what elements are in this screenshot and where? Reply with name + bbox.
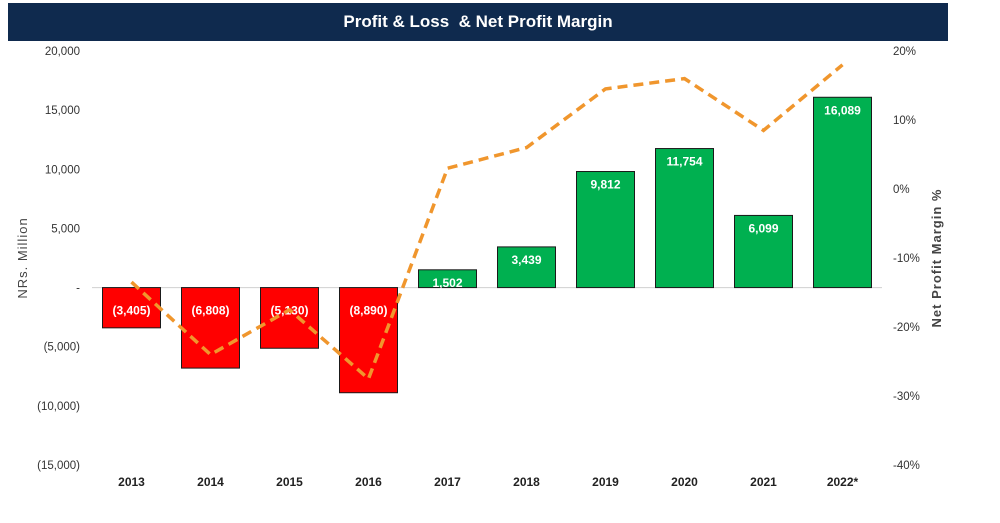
right-tick-label: -20% (893, 322, 920, 334)
category-label: 2016 (355, 475, 382, 489)
bar (734, 214, 793, 289)
bar-data-label: 6,099 (748, 221, 778, 235)
bar (102, 287, 161, 329)
bar (576, 171, 635, 289)
left-tick-label: 15,000 (45, 105, 80, 117)
left-axis-title: NRs. Million (15, 217, 30, 298)
bar (497, 246, 556, 289)
right-tick-label: -10% (893, 253, 920, 265)
category-label: 2021 (750, 475, 777, 489)
category-label: 2017 (434, 475, 461, 489)
bar-data-label: (3,405) (112, 304, 150, 318)
category-labels: 2013 2014 2015 2016 2017 2018 2019 2020 2021 2022… (118, 475, 858, 489)
bar-data-label: 3,439 (511, 253, 541, 267)
chart-title-bar: Profit & Loss & Net Profit Margin (8, 3, 948, 41)
category-label: 2022* (827, 475, 859, 489)
category-label: 2013 (118, 475, 145, 489)
bar-data-label: 11,754 (666, 155, 702, 169)
bar (655, 148, 714, 289)
right-tick-label: -40% (893, 460, 920, 472)
left-tick-label: 20,000 (45, 46, 80, 58)
left-tick-label: (15,000) (37, 460, 80, 472)
net-profit-margin-line (130, 63, 844, 382)
left-tick-label: 5,000 (51, 223, 80, 235)
bar (260, 287, 319, 349)
category-label: 2018 (513, 475, 540, 489)
bar-data-label: 9,812 (590, 178, 620, 192)
bar-series (102, 96, 872, 394)
left-tick-label: (5,000) (44, 342, 81, 354)
right-axis-title: Net Profit Margin % (929, 189, 944, 328)
bar-data-label: 16,089 (824, 103, 861, 117)
right-axis-ticks: 20% 10% 0% -10% -20% -30% -40% (893, 46, 920, 472)
chart-title: Profit & Loss & Net Profit Margin (343, 12, 613, 31)
category-label: 2015 (276, 475, 303, 489)
right-tick-label: 10% (893, 115, 916, 127)
right-tick-label: -30% (893, 391, 920, 403)
bar-data-label: (8,890) (349, 304, 387, 318)
category-label: 2020 (671, 475, 698, 489)
left-tick-label: (10,000) (37, 401, 80, 413)
left-axis-ticks: 20,000 15,000 10,000 5,000 - (5,000) (10,000) (… (37, 46, 80, 472)
left-tick-label: - (76, 283, 80, 295)
right-tick-label: 20% (893, 46, 916, 58)
bar-data-label: 1,502 (432, 276, 462, 290)
left-tick-label: 10,000 (45, 164, 80, 176)
bar (418, 269, 477, 289)
bar (181, 287, 240, 369)
bar-data-labels: (3,405) (6,808) (5,130) (8,890)1,5023,4399,… (112, 103, 861, 317)
right-tick-label: 0% (893, 184, 910, 196)
category-label: 2014 (197, 475, 224, 489)
bar (813, 96, 872, 289)
category-label: 2019 (592, 475, 619, 489)
bar-data-label: (6,808) (191, 304, 229, 318)
